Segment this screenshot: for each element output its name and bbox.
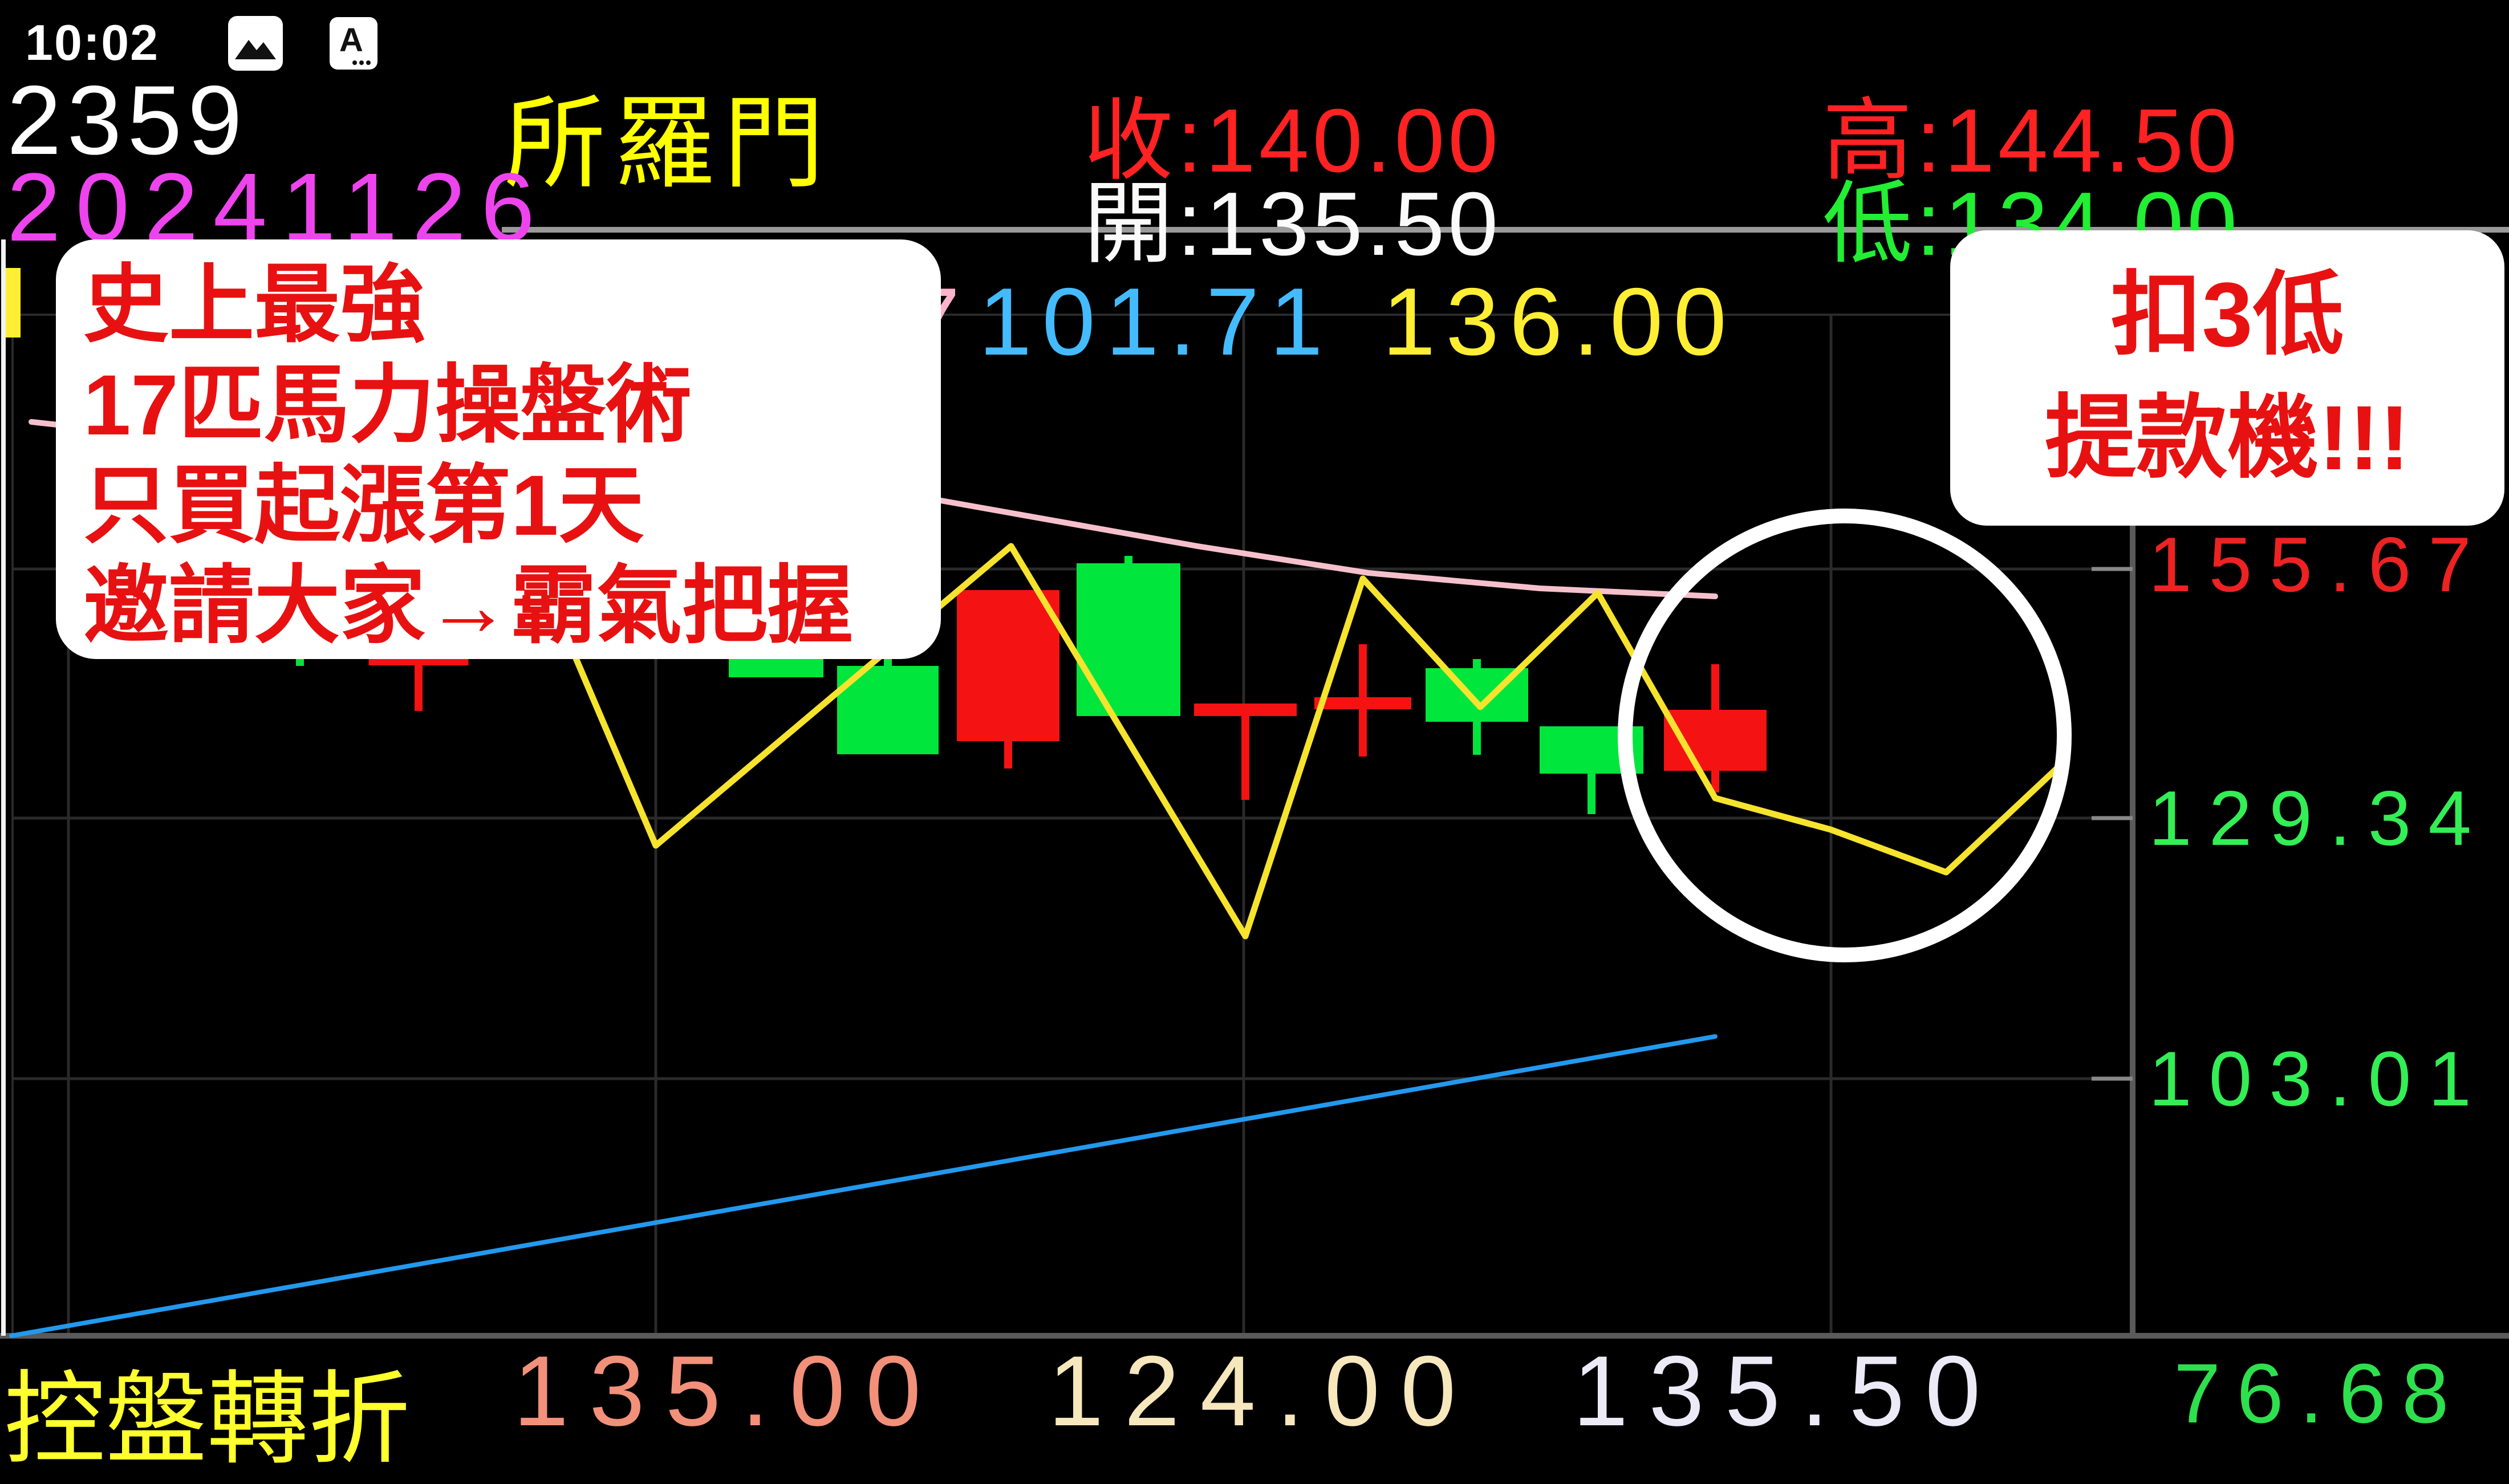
candle-body [1314, 697, 1411, 709]
axis-price-label: 103.01 [2149, 1035, 2488, 1122]
bottom-value-3: 135.50 [1573, 1336, 2001, 1447]
status-time: 10:02 [25, 14, 160, 71]
ma-line-blue [9, 1034, 1718, 1338]
annotation-line: 只買起漲第1天 [83, 457, 644, 553]
annotation-line: 扣3低 [2110, 263, 2344, 365]
stock-code[interactable]: 2359 [7, 66, 248, 175]
right-annotation-box: 扣3低 提款機!!! [1950, 230, 2504, 526]
candle-body [1194, 704, 1297, 716]
axis-price-label: 155.67 [2149, 521, 2488, 608]
hidden-label-fragment [6, 268, 21, 338]
photo-icon [227, 15, 284, 75]
annotation-line: 17匹馬力操盤術 [83, 357, 692, 453]
a-notification-icon: A [328, 16, 379, 74]
header-divider [502, 227, 2509, 233]
annotation-line: 邀請大家→霸氣把握 [83, 558, 854, 653]
candle-body [1077, 563, 1180, 716]
annotation-line: 提款機!!! [2045, 387, 2410, 489]
close-price: 收:140.00 [1083, 91, 1502, 191]
indicator-value-yellow: 136.00 [1382, 268, 1737, 375]
highlight-circle [1618, 509, 2072, 962]
indicator-value-blue: 101.71 [979, 268, 1333, 375]
svg-text:A: A [339, 22, 363, 59]
app-screen: 155.67 129.34 103.01 10:02 A 2359 所羅門 收:14… [0, 14, 2509, 1476]
axis-price-label: 129.34 [2149, 775, 2488, 861]
high-price: 高:144.50 [1822, 91, 2241, 191]
axis-label-bottom: 76.68 [2174, 1347, 2465, 1441]
annotation-line: 史上最強 [83, 257, 426, 352]
left-edge-stripe [1, 239, 6, 1336]
left-annotation-box: 史上最強 17匹馬力操盤術 只買起漲第1天 邀請大家→霸氣把握 [56, 239, 941, 659]
open-price: 開:135.50 [1083, 174, 1502, 274]
stock-name[interactable]: 所羅門 [504, 87, 833, 200]
bottom-value-1: 135.00 [513, 1336, 942, 1447]
candle-body [957, 590, 1059, 741]
bottom-value-2: 124.00 [1048, 1336, 1477, 1447]
